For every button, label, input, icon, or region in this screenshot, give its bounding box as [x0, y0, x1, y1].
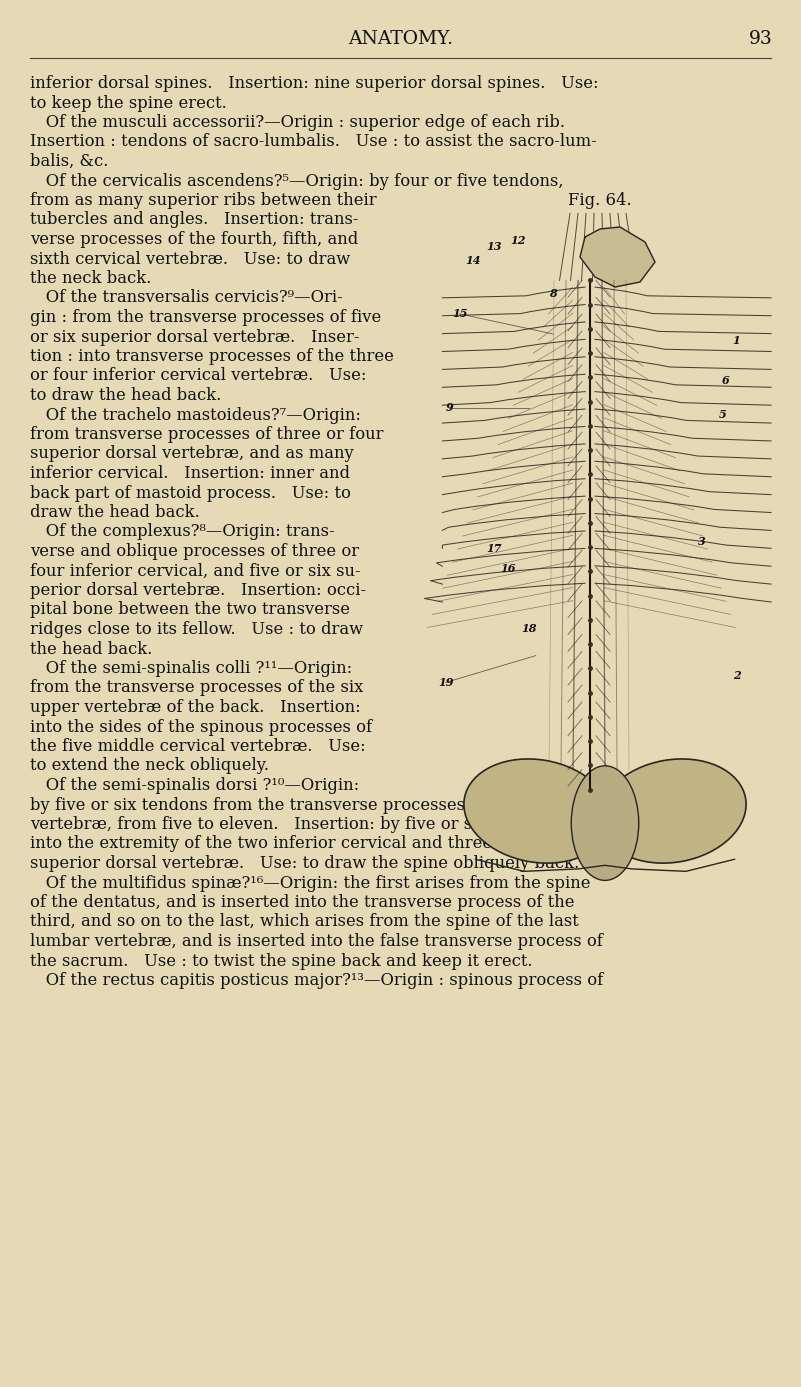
Text: Of the cervicalis ascendens?⁵—Origin: by four or five tendons,: Of the cervicalis ascendens?⁵—Origin: by… — [30, 172, 563, 190]
Text: draw the head back.: draw the head back. — [30, 503, 199, 522]
Text: by five or six tendons from the transverse processes of the dorsal: by five or six tendons from the transver… — [30, 796, 575, 814]
Text: 2: 2 — [733, 670, 740, 681]
Text: verse processes of the fourth, fifth, and: verse processes of the fourth, fifth, an… — [30, 232, 358, 248]
Text: or four inferior cervical vertebræ.   Use:: or four inferior cervical vertebræ. Use: — [30, 368, 367, 384]
Text: back part of mastoid process.   Use: to: back part of mastoid process. Use: to — [30, 484, 351, 502]
Text: 12: 12 — [511, 234, 526, 245]
Text: from as many superior ribs between their: from as many superior ribs between their — [30, 191, 376, 209]
Text: Insertion : tendons of sacro-lumbalis.   Use : to assist the sacro-lum-: Insertion : tendons of sacro-lumbalis. U… — [30, 133, 597, 151]
Text: balis, &c.: balis, &c. — [30, 153, 108, 171]
Text: gin : from the transverse processes of five: gin : from the transverse processes of f… — [30, 309, 381, 326]
Text: the head back.: the head back. — [30, 641, 152, 657]
Text: 15: 15 — [452, 308, 468, 319]
Text: Of the semi-spinalis dorsi ?¹⁰—Origin:: Of the semi-spinalis dorsi ?¹⁰—Origin: — [30, 777, 360, 793]
Text: the sacrum.   Use : to twist the spine back and keep it erect.: the sacrum. Use : to twist the spine bac… — [30, 953, 533, 970]
Text: Of the trachelo mastoideus?⁷—Origin:: Of the trachelo mastoideus?⁷—Origin: — [30, 406, 361, 423]
Text: 3: 3 — [698, 537, 706, 548]
Text: the neck back.: the neck back. — [30, 270, 151, 287]
Text: inferior dorsal spines.   Insertion: nine superior dorsal spines.   Use:: inferior dorsal spines. Insertion: nine … — [30, 75, 598, 92]
Text: 5: 5 — [718, 409, 727, 420]
Text: Of the multifidus spinæ?¹⁶—Origin: the first arises from the spine: Of the multifidus spinæ?¹⁶—Origin: the f… — [30, 874, 590, 892]
Text: 17: 17 — [486, 542, 502, 553]
Text: 16: 16 — [501, 563, 516, 574]
Text: vertebræ, from five to eleven.   Insertion: by five or six tendons,: vertebræ, from five to eleven. Insertion… — [30, 816, 563, 834]
Text: inferior cervical.   Insertion: inner and: inferior cervical. Insertion: inner and — [30, 465, 350, 483]
Text: 6: 6 — [723, 376, 730, 387]
Text: Of the complexus?⁸—Origin: trans-: Of the complexus?⁸—Origin: trans- — [30, 523, 335, 541]
Text: upper vertebræ of the back.   Insertion:: upper vertebræ of the back. Insertion: — [30, 699, 360, 716]
Text: 9: 9 — [445, 402, 453, 413]
Text: lumbar vertebræ, and is inserted into the false transverse process of: lumbar vertebræ, and is inserted into th… — [30, 933, 603, 950]
Text: verse and oblique processes of three or: verse and oblique processes of three or — [30, 542, 359, 560]
Ellipse shape — [571, 766, 638, 881]
Text: pital bone between the two transverse: pital bone between the two transverse — [30, 602, 350, 619]
Text: Of the transversalis cervicis?⁹—Ori-: Of the transversalis cervicis?⁹—Ori- — [30, 290, 343, 307]
Text: third, and so on to the last, which arises from the spine of the last: third, and so on to the last, which aris… — [30, 914, 579, 931]
Text: Of the musculi accessorii?—Origin : superior edge of each rib.: Of the musculi accessorii?—Origin : supe… — [30, 114, 565, 130]
Text: 18: 18 — [521, 623, 537, 634]
Text: to keep the spine erect.: to keep the spine erect. — [30, 94, 227, 111]
Text: the five middle cervical vertebræ.   Use:: the five middle cervical vertebræ. Use: — [30, 738, 366, 755]
Text: four inferior cervical, and five or six su-: four inferior cervical, and five or six … — [30, 563, 360, 580]
Text: or six superior dorsal vertebræ.   Inser-: or six superior dorsal vertebræ. Inser- — [30, 329, 360, 345]
Text: to extend the neck obliquely.: to extend the neck obliquely. — [30, 757, 269, 774]
Text: into the sides of the spinous processes of: into the sides of the spinous processes … — [30, 718, 372, 735]
Text: 19: 19 — [438, 677, 453, 688]
Text: perior dorsal vertebræ.   Insertion: occi-: perior dorsal vertebræ. Insertion: occi- — [30, 583, 366, 599]
Text: Of the rectus capitis posticus major?¹³—Origin : spinous process of: Of the rectus capitis posticus major?¹³—… — [30, 972, 603, 989]
Text: superior dorsal vertebræ, and as many: superior dorsal vertebræ, and as many — [30, 445, 354, 462]
Text: 1: 1 — [733, 336, 740, 347]
Text: to draw the head back.: to draw the head back. — [30, 387, 221, 404]
Text: 13: 13 — [486, 241, 502, 252]
Text: ANATOMY.: ANATOMY. — [348, 31, 453, 49]
Polygon shape — [580, 227, 655, 287]
Text: superior dorsal vertebræ.   Use: to draw the spine obliquely back.: superior dorsal vertebræ. Use: to draw t… — [30, 854, 579, 872]
Text: from transverse processes of three or four: from transverse processes of three or fo… — [30, 426, 384, 442]
Text: tion : into transverse processes of the three: tion : into transverse processes of the … — [30, 348, 394, 365]
Ellipse shape — [599, 759, 746, 863]
Text: sixth cervical vertebræ.   Use: to draw: sixth cervical vertebræ. Use: to draw — [30, 251, 350, 268]
Text: into the extremity of the two inferior cervical and three or four: into the extremity of the two inferior c… — [30, 835, 555, 853]
Text: ridges close to its fellow.   Use : to draw: ridges close to its fellow. Use : to dra… — [30, 621, 363, 638]
Text: of the dentatus, and is inserted into the transverse process of the: of the dentatus, and is inserted into th… — [30, 895, 574, 911]
Text: 8: 8 — [549, 288, 557, 300]
Text: tubercles and angles.   Insertion: trans-: tubercles and angles. Insertion: trans- — [30, 211, 359, 229]
Ellipse shape — [464, 759, 611, 863]
Text: 14: 14 — [465, 255, 481, 266]
Text: Of the semi-spinalis colli ?¹¹—Origin:: Of the semi-spinalis colli ?¹¹—Origin: — [30, 660, 352, 677]
Text: from the transverse processes of the six: from the transverse processes of the six — [30, 680, 364, 696]
Text: 93: 93 — [749, 31, 773, 49]
Text: Fig. 64.: Fig. 64. — [568, 191, 632, 209]
